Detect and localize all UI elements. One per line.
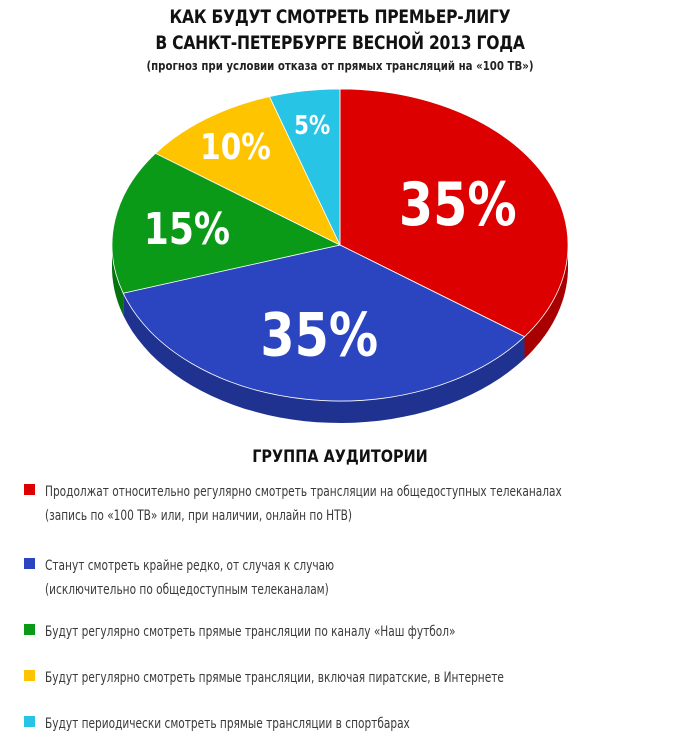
legend-item-4: Будут периодически смотреть прямые транс…: [24, 712, 479, 736]
legend-title: ГРУППА АУДИТОРИИ: [252, 447, 428, 467]
legend-item-1: Станут смотреть крайне редко, от случая …: [24, 554, 389, 602]
legend-text-4: Будут периодически смотреть прямые транс…: [45, 712, 410, 736]
pie-slice-label-3: 10%: [200, 125, 271, 168]
pie-slice-3: [154, 96, 341, 246]
legend-line-0-0: Продолжат относительно регулярно смотрет…: [45, 484, 562, 500]
chart-title-line-2: В САНКТ-ПЕТЕРБУРГЕ ВЕСНОЙ 2013 ГОДА: [155, 32, 525, 54]
pie-side-1: [123, 293, 525, 423]
legend-swatch-2: [24, 624, 35, 635]
legend-line-3-0: Будут регулярно смотреть прямые трансляц…: [45, 670, 504, 686]
chart-title-block: КАК БУДУТ СМОТРЕТЬ ПРЕМЬЕР-ЛИГУ В САНКТ-…: [0, 4, 680, 74]
legend-line-1-0: Станут смотреть крайне редко, от случая …: [45, 558, 335, 574]
legend-swatch-0: [24, 484, 35, 495]
legend-swatch-1: [24, 558, 35, 569]
pie-slice-1: [122, 244, 526, 402]
legend-swatch-3: [24, 670, 35, 681]
pie-slice-0: [339, 88, 569, 338]
legend-line-1-1: (исключительно по общедоступным телекана…: [45, 582, 329, 598]
pie-slice-label-1: 35%: [260, 300, 378, 370]
pie-slice-2: [111, 152, 342, 294]
pie-slice-label-0: 35%: [399, 169, 517, 239]
pie-slice-label-2: 15%: [144, 204, 230, 254]
pie-slice-label-4: 5%: [294, 110, 330, 141]
pie-chart: 35% 35% 15% 10% 5%: [111, 88, 569, 423]
legend-item-0: Продолжат относительно регулярно смотрет…: [24, 480, 660, 528]
chart-title-line-1: КАК БУДУТ СМОТРЕТЬ ПРЕМЬЕР-ЛИГУ: [169, 6, 511, 28]
legend-line-2-0: Будут регулярно смотреть прямые трансляц…: [45, 624, 456, 640]
chart-subtitle: (прогноз при условии отказа от прямых тр…: [146, 59, 534, 73]
legend-swatch-4: [24, 716, 35, 727]
legend-text-1: Станут смотреть крайне редко, от случая …: [45, 554, 334, 602]
legend-text-0: Продолжат относительно регулярно смотрет…: [45, 480, 562, 528]
legend-text-3: Будут регулярно смотреть прямые трансляц…: [45, 666, 504, 690]
pie-side-0: [524, 245, 568, 359]
pie-slice-4: [268, 88, 341, 246]
legend-text-2: Будут регулярно смотреть прямые трансляц…: [45, 620, 455, 644]
legend-item-2: Будут регулярно смотреть прямые трансляц…: [24, 620, 534, 644]
legend-item-3: Будут регулярно смотреть прямые трансляц…: [24, 666, 591, 690]
legend-line-4-0: Будут периодически смотреть прямые транс…: [45, 716, 410, 732]
legend-line-0-1: (запись по «100 ТВ» или, при наличии, он…: [45, 508, 352, 524]
